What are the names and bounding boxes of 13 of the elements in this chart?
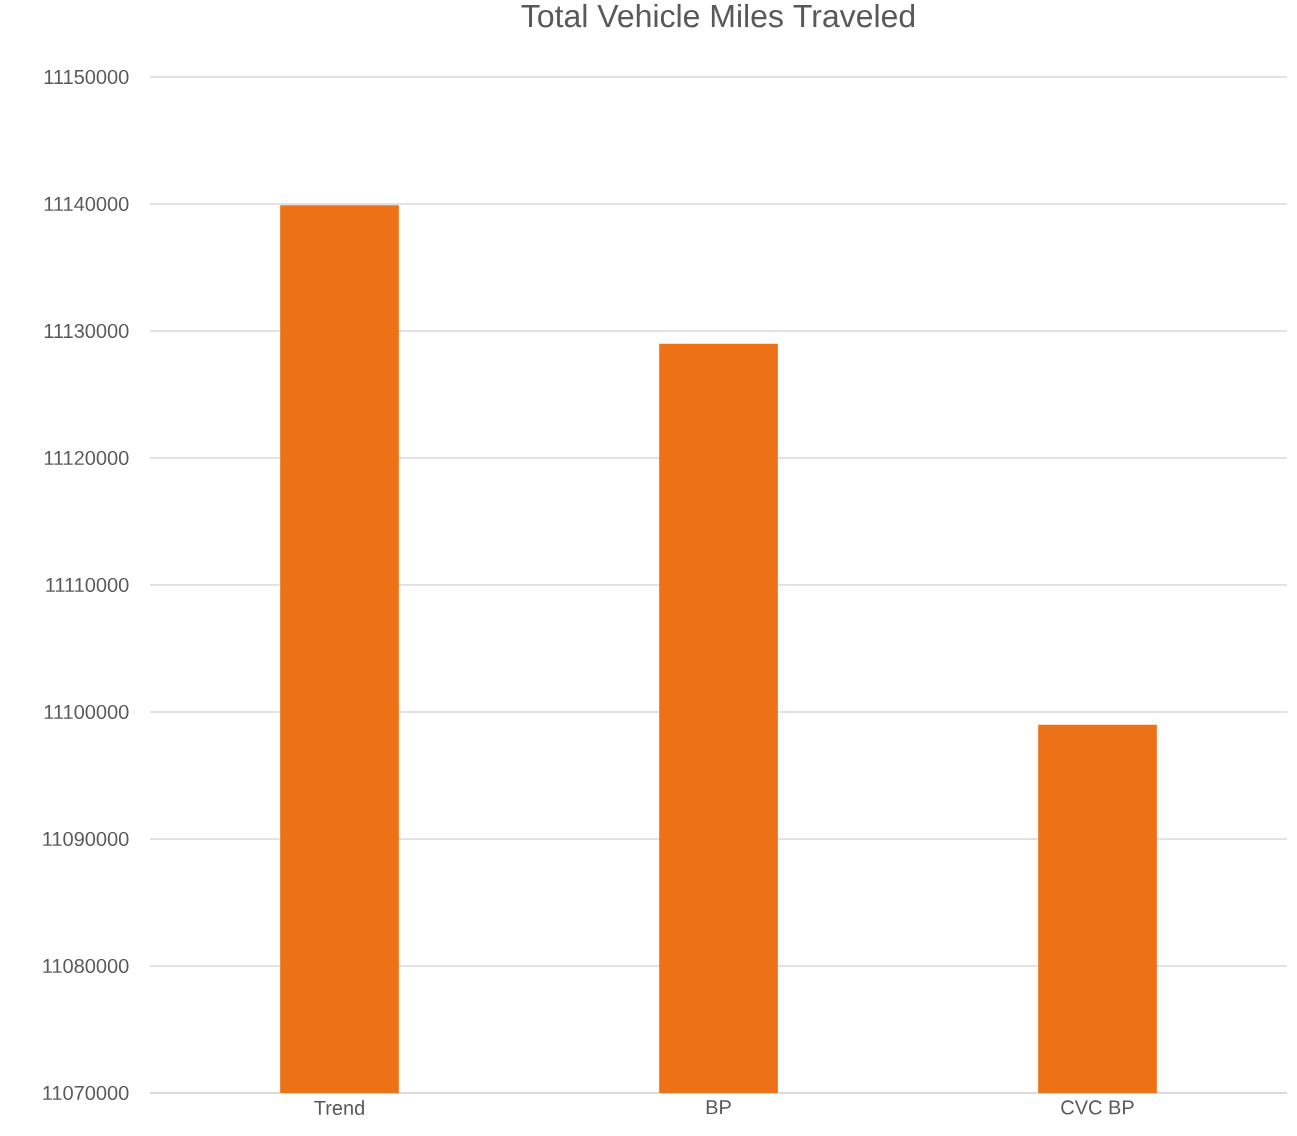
y-tick-label: 11120000 bbox=[44, 450, 129, 466]
y-tick-label: 11110000 bbox=[46, 577, 129, 593]
y-tick-label: 11130000 bbox=[44, 323, 129, 339]
y-tick-label: 11070000 bbox=[43, 1085, 129, 1101]
chart-title: Total Vehicle Miles Traveled bbox=[521, 3, 915, 28]
y-tick-label: 11090000 bbox=[43, 831, 129, 847]
y-tick-label: 11140000 bbox=[44, 196, 129, 212]
x-tick-label: CVC BP bbox=[1061, 1100, 1134, 1115]
x-tick-label: BP bbox=[706, 1100, 731, 1115]
y-tick-label: 11100000 bbox=[44, 704, 129, 720]
x-tick-label: Trend bbox=[314, 1100, 364, 1116]
y-tick-label: 11150000 bbox=[44, 69, 129, 85]
y-tick-label: 11080000 bbox=[43, 958, 129, 974]
